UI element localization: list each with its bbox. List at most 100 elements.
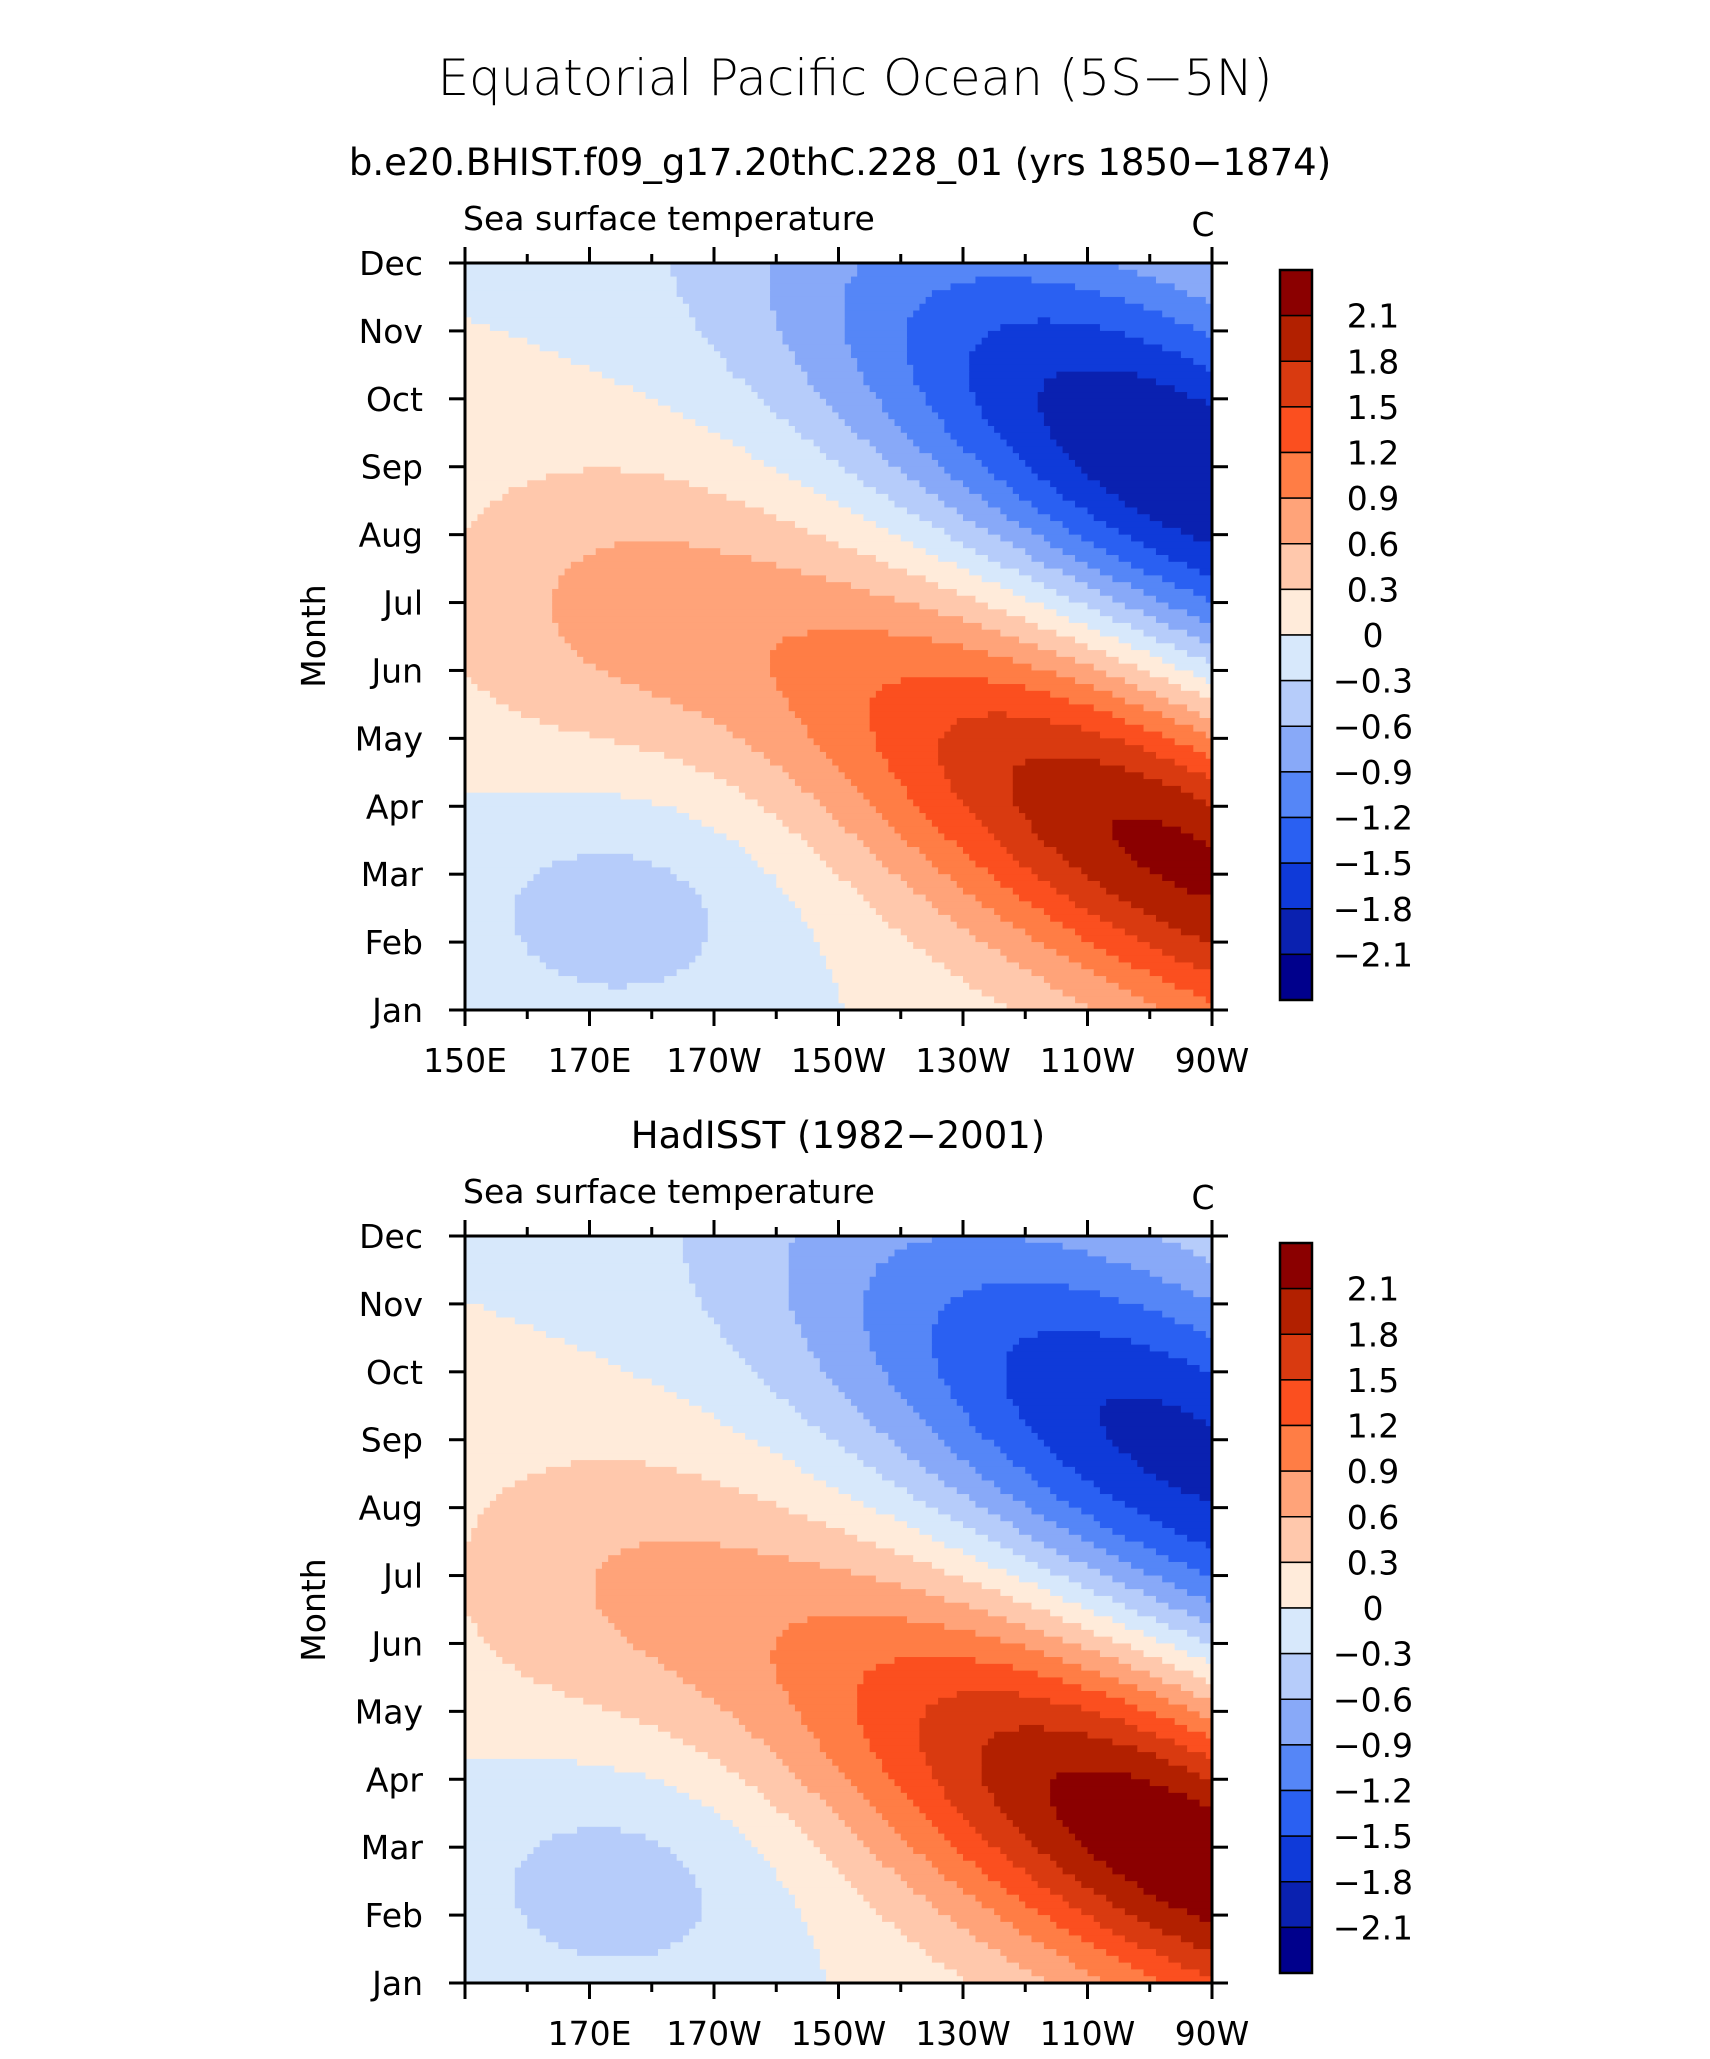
contour-cell [994,1480,1039,1488]
y-tick-label: Nov [359,1285,423,1324]
contour-cell [938,745,1145,753]
contour-cell [1056,1772,1132,1780]
contour-cell [720,351,796,359]
contour-cell [745,738,815,746]
contour-cell [900,1786,945,1794]
contour-cell [1075,677,1126,685]
contour-cell [832,1758,883,1767]
contour-cell [838,459,889,468]
contour-cell [807,1928,902,1937]
contour-cell [770,1799,827,1808]
contour-cell [994,1792,1051,1801]
contour-cell [1081,1602,1126,1611]
contour-cell [838,765,889,773]
contour-cell [850,351,908,359]
contour-cell [695,1745,771,1753]
contour-cell [465,1276,690,1285]
contour-cell [938,1432,983,1441]
contour-cell [465,1385,665,1393]
contour-cell [807,1786,858,1794]
contour-cell [1087,602,1126,610]
contour-cell [564,636,784,644]
contour-cell [1006,1371,1213,1380]
y-tick-label: Sep [361,1421,423,1460]
contour-cell [801,1908,877,1916]
contour-cell [620,792,746,801]
contour-cell [465,935,522,943]
contour-cell [1012,1344,1151,1353]
contour-cell [770,303,846,312]
contour-cell [1099,1419,1207,1427]
contour-cell [869,588,958,597]
contour-cell [1000,1949,1057,1957]
contour-cell [1099,758,1176,767]
contour-cell [844,419,896,427]
contour-cell [657,1949,821,1957]
contour-cell [931,1820,970,1828]
contour-cell [1006,514,1051,522]
contour-cell [1137,935,1201,943]
contour-cell [788,344,852,352]
contour-cell [1037,1847,1089,1855]
contour-cell [664,1663,777,1672]
contour-cell [819,446,877,454]
contour-cell [888,819,933,828]
contour-cell [900,874,952,882]
contour-cell [819,948,927,957]
contour-cell [1099,609,1145,617]
contour-cell [981,459,1026,468]
contour-cell [1062,548,1107,556]
contour-cell [1137,269,1213,278]
contour-cell [751,1731,815,1740]
contour-cell [801,1331,871,1339]
contour-cell [1112,1738,1176,1746]
contour-cell [1068,697,1126,706]
contour-cell [931,1901,983,1909]
contour-cell [1155,1473,1213,1482]
contour-cell [1093,1887,1145,1896]
contour-cell [1180,527,1213,536]
contour-cell [633,853,752,862]
contour-cell [1062,989,1132,998]
contour-cell [1031,663,1095,672]
contour-cell [465,459,765,468]
contour-cell [844,1874,902,1882]
contour-cell [465,1432,746,1441]
contour-cell [1155,1003,1213,1011]
contour-cell [1174,283,1213,291]
contour-cell [1205,1541,1213,1549]
contour-cell [1087,908,1145,916]
contour-cell [465,1908,522,1916]
contour-cell [906,1840,952,1848]
contour-cell [1137,1684,1182,1692]
contour-cell [882,813,927,821]
contour-cell [465,894,516,902]
contour-cell [676,283,771,291]
contour-cell [595,1595,945,1604]
contour-cell [533,1324,721,1332]
contour-cell [782,1684,858,1692]
contour-cell [552,1833,647,1841]
contour-cell [1168,1602,1213,1611]
contour-cell [1068,1528,1113,1536]
contour-cell [514,1894,703,1903]
contour-cell [1043,534,1082,543]
contour-cell [726,493,827,502]
contour-cell [919,847,964,855]
contour-cell [1050,317,1176,325]
contour-cell [1174,982,1213,991]
contour-cell [489,690,653,699]
contour-cell [514,928,709,936]
contour-cell [682,1935,815,1943]
contour-cell [682,1236,796,1244]
contour-cell [465,602,553,610]
panel-1-unit-label: C [1191,205,1214,244]
contour-cell [826,1480,896,1488]
contour-cell [1155,276,1213,284]
contour-cell [1155,636,1201,644]
contour-cell [465,1616,472,1624]
contour-cell [819,1955,933,1964]
contour-cell [782,337,846,346]
contour-cell [1162,711,1201,719]
contour-cell [465,840,740,848]
